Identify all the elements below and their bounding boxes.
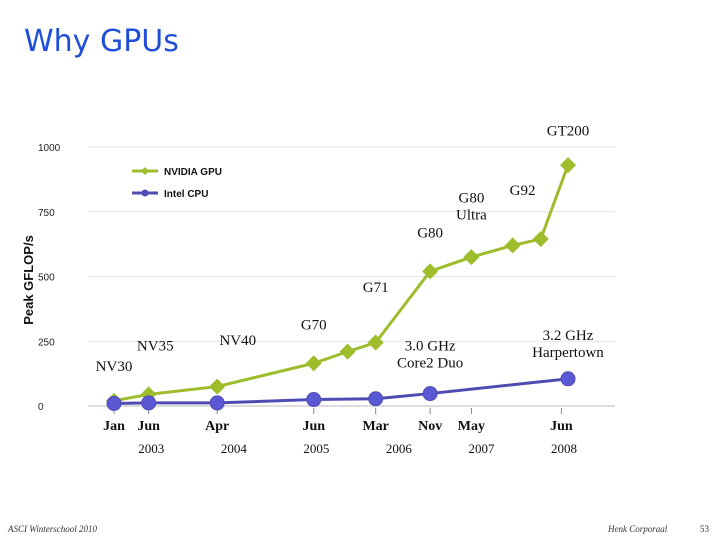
annotation-label: GT200 <box>547 123 590 139</box>
data-point-nvidia <box>339 343 356 360</box>
x-year-label: 2005 <box>303 441 329 456</box>
x-month-label: Mar <box>362 419 388 434</box>
annotation-label: Ultra <box>456 208 487 224</box>
annotation-label: NV40 <box>219 333 256 349</box>
data-point-nvidia <box>504 237 521 254</box>
legend-marker <box>141 167 149 175</box>
legend-label: NVIDIA GPU <box>164 167 222 178</box>
data-point-nvidia <box>560 157 576 174</box>
x-year-label: 2003 <box>138 441 164 456</box>
annotation-label: G80 <box>417 226 443 242</box>
annotation-label: G92 <box>510 183 536 199</box>
data-point-intel <box>368 391 384 407</box>
x-year-label: 2004 <box>221 441 248 456</box>
x-month-label: Jan <box>103 419 125 434</box>
data-point-nvidia <box>422 263 439 280</box>
x-month-label: Nov <box>418 419 442 434</box>
series-line <box>113 164 570 403</box>
footer-event: ASCI Winterschool 2010 <box>8 524 97 534</box>
data-point-intel <box>560 371 576 387</box>
y-tick-label: 1000 <box>38 143 61 154</box>
x-month-label: Jun <box>550 419 573 434</box>
y-axis-title: Peak GFLOP/s <box>21 235 36 325</box>
data-point-intel <box>106 395 122 411</box>
annotation-label: Core2 Duo <box>397 355 463 371</box>
annotation-label: G71 <box>363 280 389 296</box>
y-tick-label: 0 <box>38 402 44 413</box>
chart-series <box>106 157 576 411</box>
x-month-label: Jun <box>137 419 160 434</box>
chart-axes: 0 250 500 750 1000 Peak GFLOP/s Jan Jun Apr Jun Ma… <box>21 143 615 456</box>
legend-label: Intel CPU <box>164 189 208 200</box>
annotation-label: Harpertown <box>532 345 604 361</box>
footer-author: Henk Corporaal <box>608 524 668 534</box>
annotation-label: NV35 <box>137 338 174 354</box>
y-tick-label: 750 <box>38 208 55 219</box>
data-point-nvidia <box>532 230 549 247</box>
x-month-label: May <box>458 419 485 434</box>
chart-legend: NVIDIA GPU Intel CPU <box>132 167 222 200</box>
data-point-nvidia <box>305 355 322 372</box>
y-tick-label: 250 <box>38 337 55 348</box>
y-tick-label: 500 <box>38 273 55 284</box>
x-year-label: 2007 <box>468 441 495 456</box>
data-point-intel <box>141 395 157 411</box>
x-year-label: 2008 <box>551 441 577 456</box>
data-point-nvidia <box>367 334 384 351</box>
slide-title: Why GPUs <box>24 24 179 59</box>
page-number: 53 <box>700 524 709 534</box>
annotation-label: G80 <box>458 191 484 207</box>
x-month-label: Jun <box>302 419 325 434</box>
annotation-label: 3.0 GHz <box>405 338 456 354</box>
x-month-label: Apr <box>205 419 229 434</box>
annotation-label: NV30 <box>96 359 133 375</box>
x-year-label: 2006 <box>386 441 413 456</box>
legend-marker <box>141 189 149 197</box>
annotation-label: 3.2 GHz <box>543 328 594 344</box>
data-point-intel <box>306 392 322 408</box>
data-point-intel <box>422 386 438 402</box>
data-point-nvidia <box>209 378 226 395</box>
data-point-intel <box>209 395 225 411</box>
data-point-nvidia <box>463 249 480 266</box>
annotation-label: G70 <box>301 318 327 334</box>
